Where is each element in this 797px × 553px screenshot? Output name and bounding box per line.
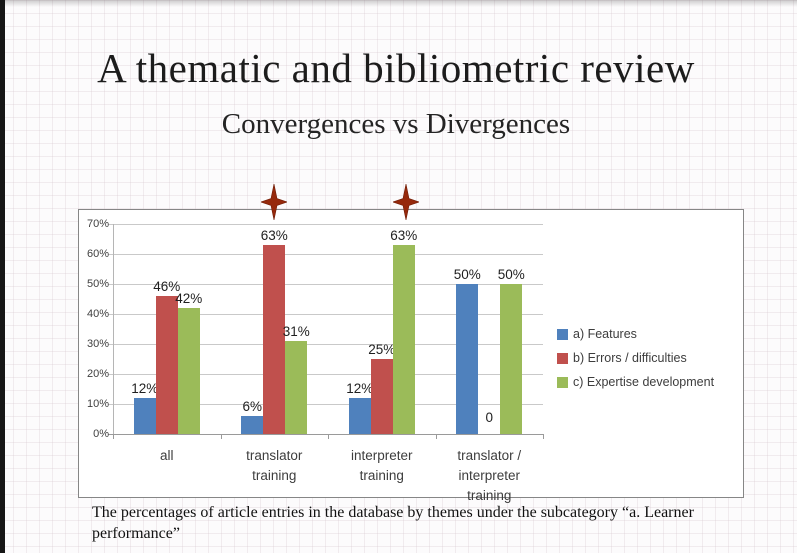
category-label: interpreter training	[350, 448, 413, 483]
y-axis-label: 60%	[86, 247, 109, 260]
category-label: translator training	[246, 448, 303, 483]
slide-title: A thematic and bibliometric review	[97, 45, 695, 91]
bar-features-2	[348, 398, 371, 434]
data-label: 63%	[260, 228, 288, 243]
gridline	[108, 404, 543, 405]
top-edge-shadow	[0, 0, 797, 7]
x-axis-tick	[328, 434, 329, 439]
data-label: 25%	[368, 342, 396, 357]
gridline	[108, 254, 543, 255]
gridline	[108, 374, 543, 375]
category-label: translator / interpreter training	[457, 448, 522, 503]
y-axis-label: 40%	[86, 307, 109, 320]
legend-swatch	[557, 376, 568, 388]
gridline	[108, 314, 543, 315]
slide-subtitle: Convergences vs Divergences	[221, 108, 571, 140]
x-axis-tick	[113, 434, 114, 439]
y-axis-label: 70%	[86, 217, 109, 230]
data-label: 12%	[346, 381, 374, 396]
data-label: 50%	[497, 267, 525, 282]
y-axis-label: 10%	[86, 397, 109, 410]
y-axis-label: 30%	[86, 337, 109, 350]
star-icon	[393, 184, 419, 220]
y-axis-label: 20%	[86, 367, 109, 380]
bar-errors-2	[370, 359, 393, 434]
bar-features-0	[133, 398, 156, 434]
left-edge-bar	[0, 0, 5, 553]
legend-swatch	[557, 328, 568, 340]
y-axis-line	[113, 224, 114, 434]
data-label: 50%	[453, 267, 481, 282]
bar-expertise-1	[285, 341, 308, 434]
bar-errors-1	[263, 245, 286, 434]
legend-label: b) Errors / difficulties	[573, 351, 687, 365]
category-label: all	[159, 448, 174, 463]
bar-features-1	[241, 416, 264, 434]
data-label: 42%	[175, 291, 203, 306]
bar-chart: 0% 10% 20% 30% 40% 50% 60% 70% 12% 6% 12% 50% 46% 63%…	[78, 184, 744, 503]
bar-expertise-0	[177, 308, 200, 434]
y-axis-label: 50%	[86, 277, 109, 290]
legend-label: c) Expertise development	[573, 375, 715, 389]
legend-item: a) Features	[557, 322, 714, 346]
gridline	[108, 224, 543, 225]
legend-item: c) Expertise development	[557, 370, 714, 394]
legend-label: a) Features	[573, 327, 637, 341]
data-label: 6%	[242, 399, 262, 414]
bar-features-3	[456, 284, 479, 434]
bar-expertise-2	[392, 245, 415, 434]
data-label: 31%	[282, 324, 310, 339]
y-axis-label: 0%	[93, 427, 109, 440]
data-label: 46%	[153, 279, 181, 294]
x-axis-line	[108, 434, 543, 435]
caption: The percentages of article entries in th…	[92, 504, 694, 542]
bar-errors-0	[155, 296, 178, 434]
legend-item: b) Errors / difficulties	[557, 346, 714, 370]
gridline	[108, 284, 543, 285]
x-axis-tick	[435, 434, 437, 439]
star-icon	[261, 184, 287, 220]
data-label: 63%	[390, 228, 418, 243]
x-axis-tick	[543, 434, 544, 439]
data-label: 0	[485, 410, 493, 425]
legend-swatch	[557, 352, 568, 364]
legend: a) Features b) Errors / difficulties c) Ex…	[557, 322, 714, 394]
x-axis-tick	[220, 434, 222, 439]
bar-expertise-3	[500, 284, 523, 434]
data-label: 12%	[131, 381, 159, 396]
gridline	[108, 344, 543, 345]
